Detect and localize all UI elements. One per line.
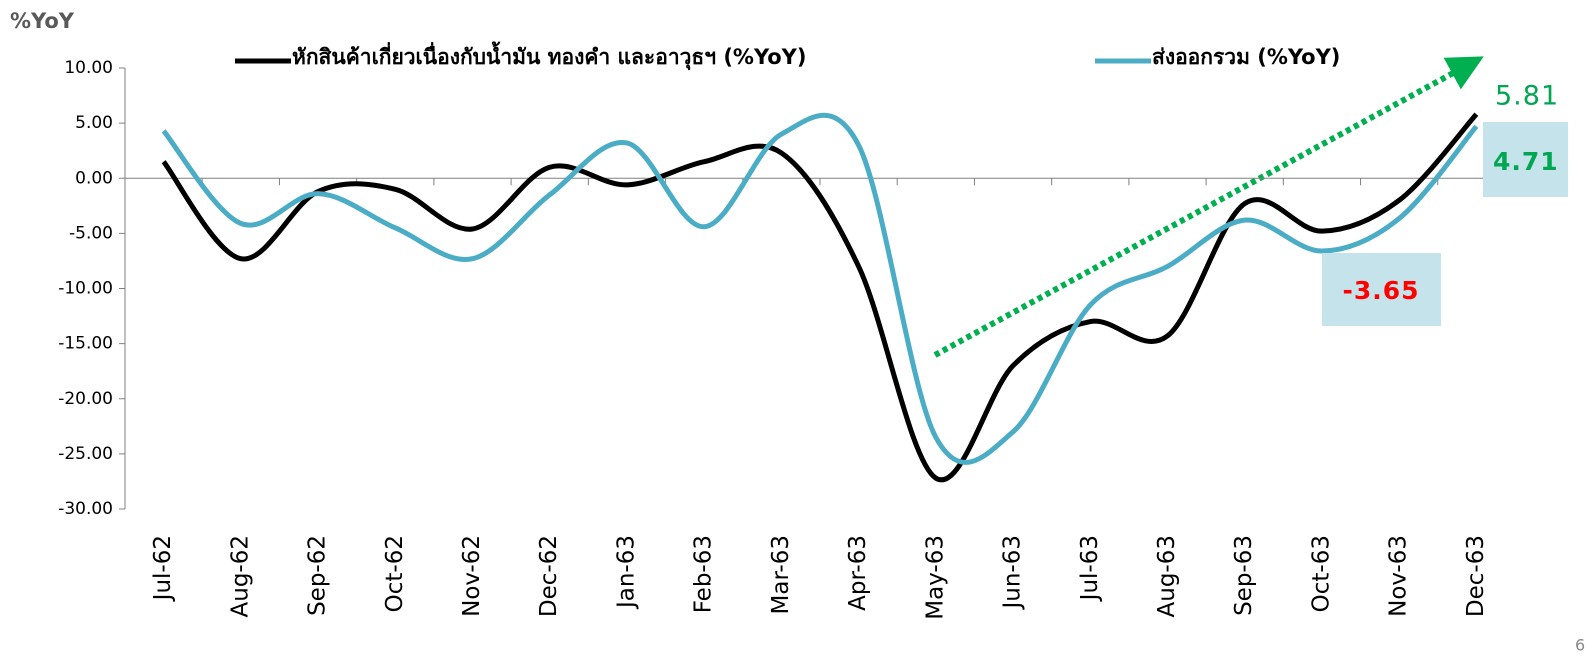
x-tick-label: Dec-63 [1463, 535, 1489, 617]
x-tick-label: Feb-63 [691, 535, 717, 613]
x-tick-label: Sep-62 [305, 535, 331, 616]
y-axis-label: %YoY [10, 9, 75, 33]
value-label: -3.65 [1342, 276, 1419, 305]
x-tick-label: Jun-63 [1000, 535, 1026, 611]
x-tick-label: Aug-62 [227, 535, 253, 617]
value-label-box [1483, 122, 1568, 197]
x-tick-label: Sep-63 [1231, 535, 1257, 616]
legend-label: หักสินค้าเกี่ยวเนื่องกับน้ำมัน ทองคำ และ… [292, 41, 806, 71]
series-line [161, 112, 1479, 483]
y-tick-label: 0.00 [75, 168, 113, 188]
y-tick-label: -15.00 [58, 334, 113, 354]
x-tick-label: Mar-63 [768, 535, 794, 615]
value-label: 5.81 [1495, 81, 1559, 112]
x-tick-label: Oct-63 [1308, 535, 1334, 612]
page-number: 6 [1575, 636, 1585, 655]
x-tick-label: Apr-63 [845, 535, 871, 611]
x-tick-label: Dec-62 [536, 535, 562, 617]
trend-arrow [933, 56, 1484, 358]
x-tick-label: Jul-63 [1077, 535, 1103, 602]
x-tick-label: Nov-62 [459, 535, 485, 617]
x-tick-label: Nov-63 [1386, 535, 1412, 617]
y-tick-label: -10.00 [58, 279, 113, 299]
x-tick-label: Jul-62 [150, 535, 176, 602]
legend-label: ส่งออกรวม (%YoY) [1152, 45, 1340, 69]
x-tick-label: May-63 [922, 535, 948, 620]
x-tick-label: Jan-63 [613, 535, 639, 610]
x-tick-label: Oct-62 [382, 535, 408, 612]
y-tick-label: -20.00 [58, 389, 113, 409]
value-label-box [1322, 253, 1441, 326]
y-tick-label: -5.00 [69, 223, 113, 243]
x-tick-label: Aug-63 [1154, 535, 1180, 617]
y-tick-label: -30.00 [58, 499, 113, 519]
y-tick-label: 10.00 [64, 58, 113, 78]
series-line [161, 112, 1479, 465]
y-tick-label: 5.00 [75, 113, 113, 133]
value-label: 4.71 [1493, 147, 1559, 176]
y-tick-label: -25.00 [58, 444, 113, 464]
